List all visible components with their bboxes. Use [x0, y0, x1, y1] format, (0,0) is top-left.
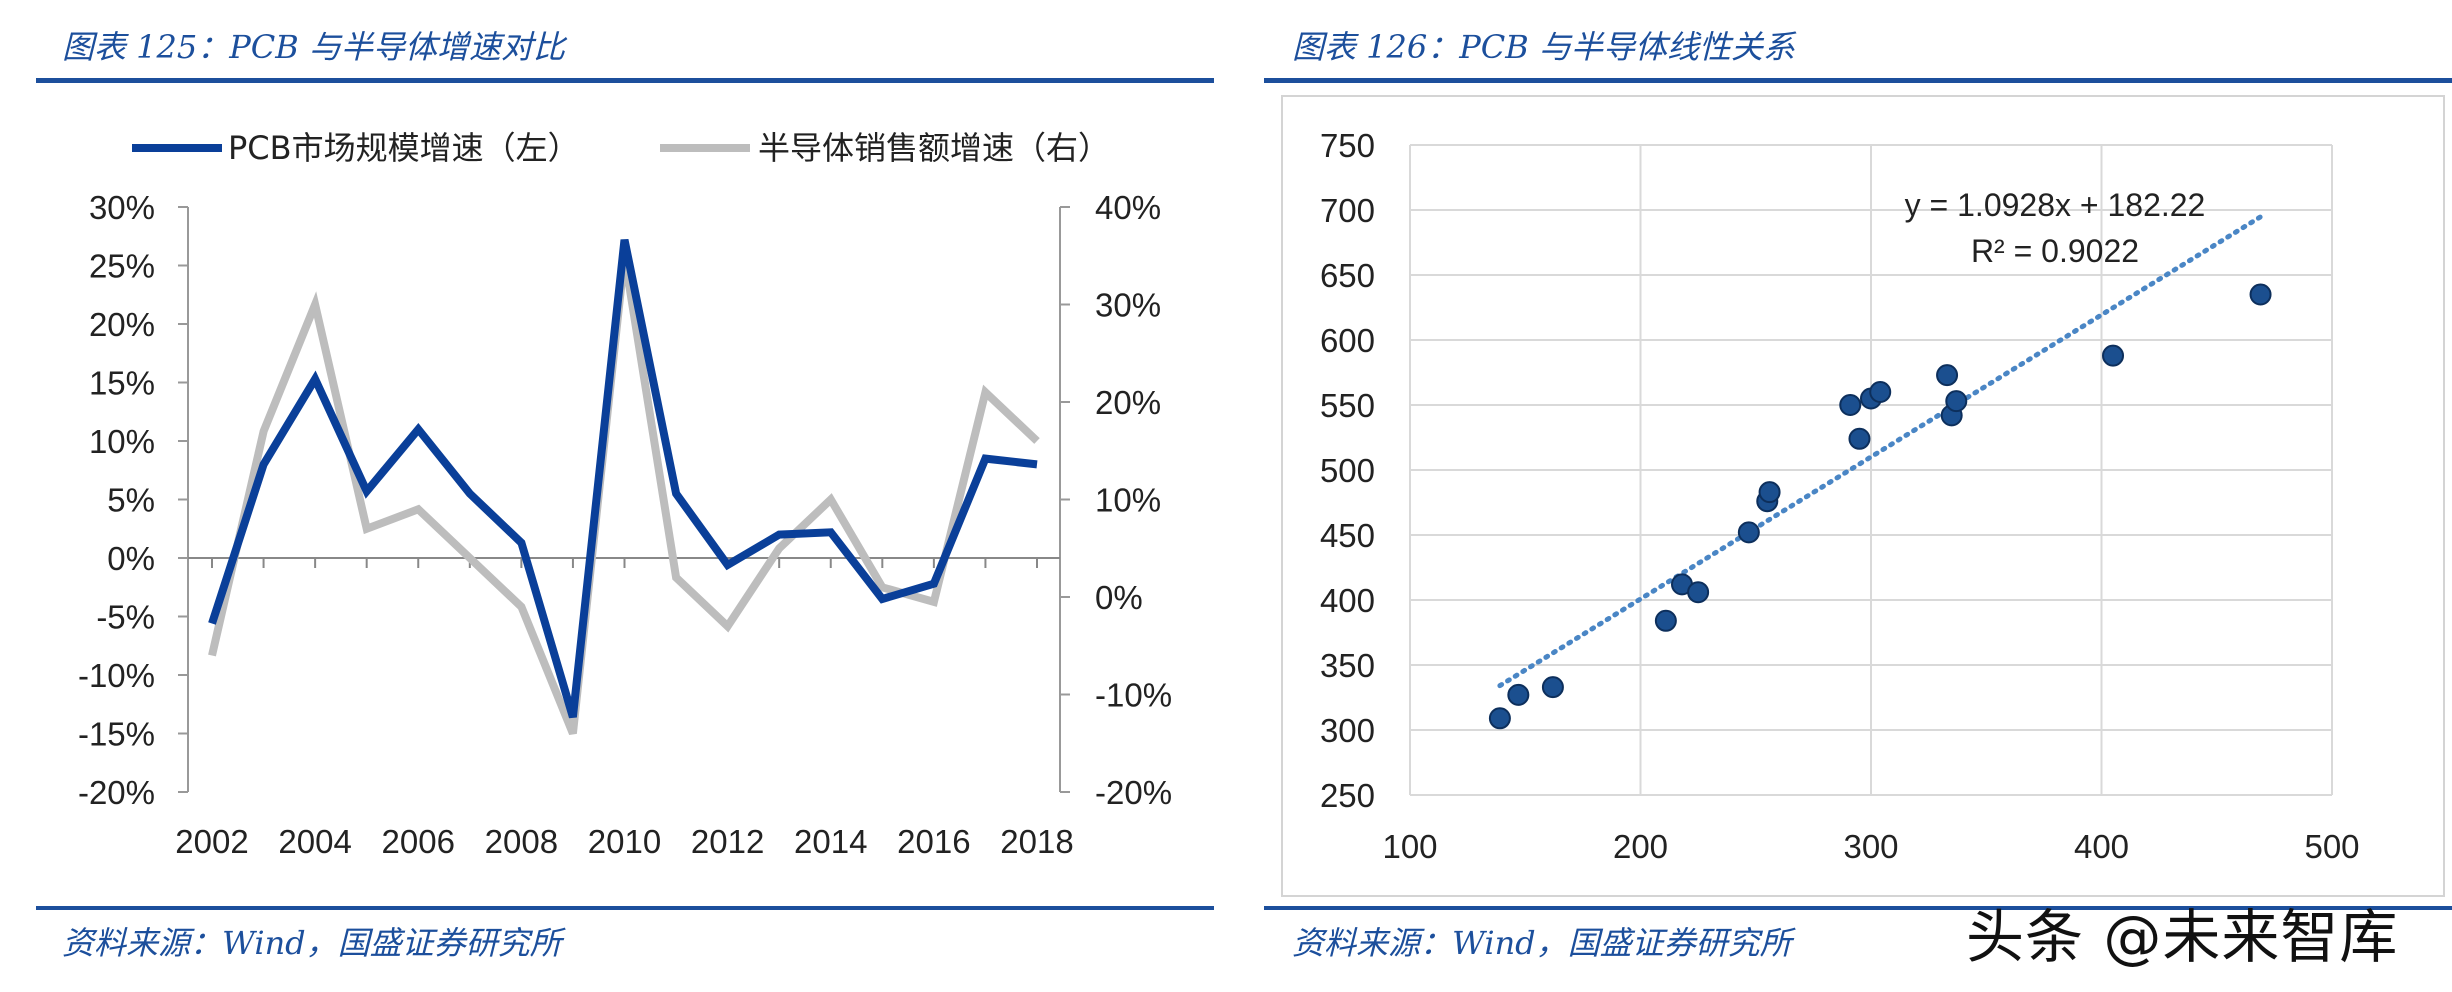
- right-y-tick-label: 20%: [1095, 384, 1161, 421]
- y-tick-label: 300: [1320, 712, 1375, 749]
- scatter-point: [1687, 581, 1710, 604]
- x-tick-label: 2010: [588, 823, 661, 860]
- right-y-tick-label: 30%: [1095, 287, 1161, 324]
- scatter-point: [1848, 427, 1871, 450]
- figure-126-panel: 图表 126：PCB 与半导体线性关系 750 700 650 600 550 500 45…: [1250, 0, 2452, 992]
- y-tick-label: 250: [1320, 777, 1375, 814]
- x-tick-label: 100: [1382, 828, 1437, 865]
- figure-126-title: 图表 126：PCB 与半导体线性关系: [1292, 28, 1795, 66]
- scatter-point: [1737, 521, 1760, 544]
- left-y-tick-label: 15%: [89, 365, 155, 402]
- y-tick-label: 350: [1320, 647, 1375, 684]
- x-tick-label: 2008: [485, 823, 558, 860]
- x-tick-label: 2012: [691, 823, 764, 860]
- right-y-tick-label: -10%: [1095, 677, 1172, 714]
- right-y-tick-label: 40%: [1095, 189, 1161, 226]
- figure-125-source: 资料来源：Wind，国盛证券研究所: [62, 924, 562, 962]
- trendline-equation: y = 1.0928x + 182.22: [1905, 187, 2206, 223]
- left-y-tick-label: -15%: [78, 716, 155, 753]
- scatter-point: [2249, 283, 2272, 306]
- chart-frame: [1281, 95, 2445, 897]
- x-tick-label: 300: [1843, 828, 1898, 865]
- right-y-tick-label: -20%: [1095, 774, 1172, 811]
- scatter-point: [2102, 344, 2125, 367]
- x-tick-label: 2002: [175, 823, 248, 860]
- line-chart: PCB市场规模增速（左） 半导体销售额增速（右） 30% 25% 20% 15% 10% 5%…: [78, 129, 1172, 860]
- y-tick-label: 450: [1320, 517, 1375, 554]
- x-tick-label: 2006: [382, 823, 455, 860]
- figure-125-panel: 图表 125：PCB 与半导体增速对比 PCB市场规模增速（左） 半导体销售额增速…: [36, 28, 1214, 962]
- figure-126-top-rule: [1264, 78, 2452, 83]
- y-tick-label: 700: [1320, 192, 1375, 229]
- x-tick-label: 2016: [897, 823, 970, 860]
- pcb-growth-line: [208, 239, 1038, 719]
- watermark: 头条 @未来智库: [1966, 903, 2399, 971]
- figure-125-title: 图表 125：PCB 与半导体增速对比: [62, 28, 565, 66]
- scatter-point: [1507, 683, 1530, 706]
- left-y-tick-label: -5%: [96, 599, 155, 636]
- x-tick-label: 500: [2304, 828, 2359, 865]
- x-tick-label: 2014: [794, 823, 867, 860]
- scatter-point: [1541, 676, 1564, 699]
- scatter-point: [1839, 394, 1862, 416]
- legend-semi-label: 半导体销售额增速（右）: [758, 129, 1110, 167]
- y-tick-label: 400: [1320, 582, 1375, 619]
- y-tick-label: 500: [1320, 452, 1375, 489]
- trendline: [1497, 214, 2264, 689]
- y-tick-label: 650: [1320, 257, 1375, 294]
- scatter-point: [1758, 481, 1781, 504]
- left-y-tick-label: 20%: [89, 306, 155, 343]
- right-y-tick-label: 0%: [1095, 579, 1143, 616]
- scatter-point: [1945, 390, 1968, 413]
- x-tick-label: 200: [1613, 828, 1668, 865]
- left-y-tick-label: 0%: [107, 540, 155, 577]
- trendline-r-squared: R² = 0.9022: [1971, 233, 2139, 269]
- left-y-tick-label: -20%: [78, 774, 155, 811]
- figure-126-bottom-rule: [1264, 906, 2452, 910]
- scatter-point: [1869, 381, 1892, 403]
- right-y-tick-label: 10%: [1095, 482, 1161, 519]
- left-y-tick-label: 30%: [89, 189, 155, 226]
- y-tick-label: 600: [1320, 322, 1375, 359]
- left-y-tick-label: 10%: [89, 423, 155, 460]
- x-tick-label: 2018: [1000, 823, 1073, 860]
- y-tick-label: 750: [1320, 127, 1375, 164]
- figure-125-bottom-rule: [36, 906, 1214, 910]
- scatter-point: [1936, 364, 1959, 387]
- y-tick-label: 550: [1320, 387, 1375, 424]
- figure-125-top-rule: [36, 78, 1214, 83]
- semiconductor-growth-line: [208, 255, 1040, 736]
- legend-pcb-label: PCB市场规模增速（左）: [228, 129, 580, 167]
- left-y-tick-label: -10%: [78, 657, 155, 694]
- x-tick-label: 2004: [278, 823, 351, 860]
- x-tick-label: 400: [2074, 828, 2129, 865]
- left-y-tick-label: 25%: [89, 248, 155, 285]
- scatter-point: [1488, 707, 1511, 730]
- figure-126-source: 资料来源：Wind，国盛证券研究所: [1292, 924, 1792, 962]
- left-y-tick-label: 5%: [107, 482, 155, 519]
- scatter-point: [1654, 609, 1677, 632]
